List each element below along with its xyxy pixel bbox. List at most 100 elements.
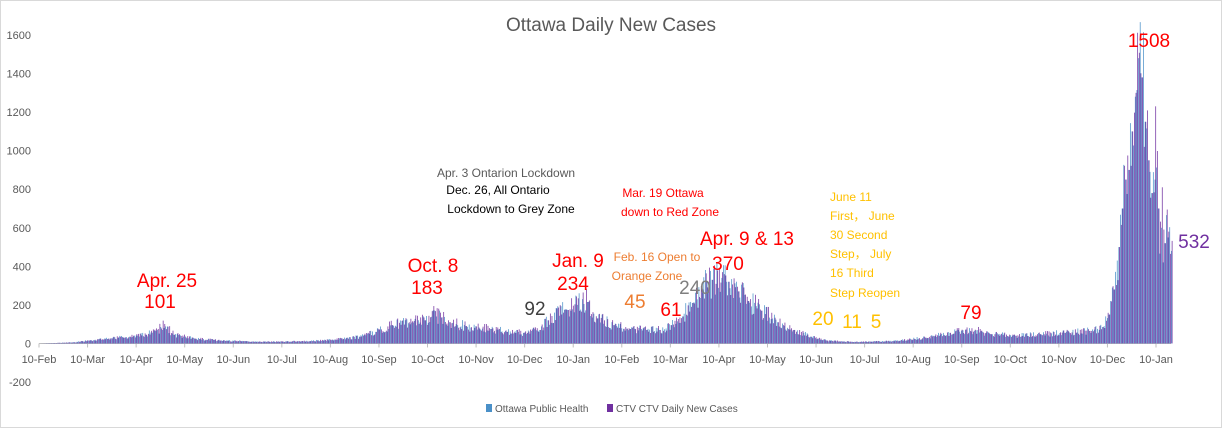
bar [516, 330, 517, 343]
bar [870, 342, 871, 344]
bar [565, 310, 566, 344]
bar [285, 342, 286, 344]
bar [302, 341, 303, 343]
bar [452, 323, 453, 343]
bar [913, 338, 914, 344]
bar [219, 340, 220, 344]
bar [801, 332, 802, 343]
bar [886, 341, 887, 344]
bar [538, 332, 539, 344]
bar [613, 325, 614, 343]
bar [1107, 318, 1108, 343]
bar [533, 328, 534, 344]
bar [93, 340, 94, 343]
bar [1104, 328, 1105, 343]
bar [443, 312, 444, 343]
bar [522, 336, 523, 344]
bar [1054, 332, 1055, 343]
bar [390, 325, 391, 343]
bar [768, 307, 769, 344]
bar [210, 340, 211, 343]
bar [640, 326, 641, 344]
bar [428, 323, 429, 344]
bar [699, 297, 700, 343]
y-tick-label: 1200 [7, 107, 31, 119]
bar [549, 325, 550, 344]
bar [841, 341, 842, 343]
bar [830, 340, 831, 343]
bar [89, 341, 90, 344]
x-tick-label: 10-Nov [1041, 354, 1077, 366]
bar [468, 330, 469, 344]
bar [310, 341, 311, 343]
bar [407, 328, 408, 344]
bar [366, 333, 367, 343]
bar [714, 265, 715, 343]
bar [584, 313, 585, 344]
bar [279, 341, 280, 343]
bar [336, 340, 337, 344]
bar [142, 333, 143, 344]
bar [192, 338, 193, 344]
y-tick-label: 200 [13, 300, 31, 312]
bar [940, 335, 941, 344]
bar [365, 335, 366, 343]
bar [528, 330, 529, 343]
bar [1017, 338, 1018, 344]
bar [925, 338, 926, 344]
bar [129, 337, 130, 344]
bar [878, 341, 879, 343]
bar [930, 338, 931, 343]
bar [92, 340, 93, 343]
bar [772, 319, 773, 344]
bar [379, 329, 380, 343]
bar [138, 334, 139, 344]
bar [867, 342, 868, 344]
bar [648, 329, 649, 344]
bar [347, 338, 348, 344]
bar [1088, 329, 1089, 343]
legend-label: CTV CTV Daily New Cases [616, 404, 738, 415]
bar [923, 337, 924, 344]
bar [532, 329, 533, 343]
bar [145, 333, 146, 343]
bar [1117, 261, 1118, 344]
bar [197, 339, 198, 343]
bar [435, 311, 436, 343]
bar [235, 341, 236, 344]
bar [1004, 334, 1005, 344]
bar [254, 342, 255, 344]
bar [482, 329, 483, 344]
bar [1010, 335, 1011, 343]
bar [349, 337, 350, 343]
bar [238, 342, 239, 344]
bar [833, 342, 834, 344]
legend-swatch [486, 404, 492, 412]
bar [509, 335, 510, 344]
bar [944, 335, 945, 344]
bar [895, 340, 896, 343]
bar [261, 342, 262, 344]
bar [559, 316, 560, 344]
bar [1058, 335, 1059, 344]
bar [845, 341, 846, 343]
bar [260, 341, 261, 343]
bar [975, 330, 976, 344]
bar [606, 327, 607, 343]
bar [348, 339, 349, 344]
bar [520, 334, 521, 343]
bar [303, 341, 304, 343]
bar [922, 339, 923, 343]
bar [1052, 336, 1053, 343]
data-annotation: 101 [144, 292, 176, 313]
bar [936, 337, 937, 343]
bar [735, 283, 736, 343]
x-tick-label: 10-Jul [850, 354, 880, 366]
bar [689, 312, 690, 344]
bar [899, 341, 900, 343]
bar [859, 342, 860, 344]
x-tick-label: 10-Aug [895, 354, 930, 366]
bar [662, 333, 663, 343]
bar [1103, 327, 1104, 343]
